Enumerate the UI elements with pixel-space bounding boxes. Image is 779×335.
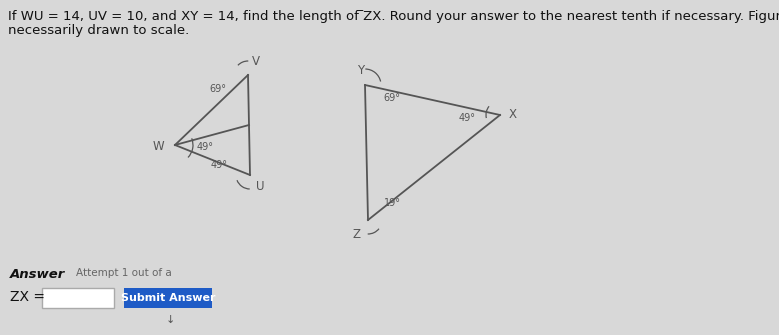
Text: Attempt 1 out of a: Attempt 1 out of a (76, 268, 171, 278)
Text: V: V (252, 55, 260, 68)
Text: Z: Z (353, 228, 361, 241)
FancyBboxPatch shape (124, 288, 212, 308)
Text: U: U (256, 180, 265, 193)
Text: Submit Answer: Submit Answer (121, 293, 215, 303)
FancyBboxPatch shape (42, 288, 114, 308)
Text: Answer: Answer (10, 268, 65, 281)
Text: Y: Y (358, 64, 365, 77)
Text: 19°: 19° (384, 198, 401, 208)
Text: ↓: ↓ (165, 315, 174, 325)
Text: 49°: 49° (211, 160, 228, 170)
Text: W: W (153, 139, 164, 152)
Text: 49°: 49° (197, 142, 214, 152)
Text: 69°: 69° (383, 93, 400, 103)
Text: 49°: 49° (459, 113, 476, 123)
Text: If WU = 14, UV = 10, and XY = 14, find the length of ̅ZX. Round your answer to t: If WU = 14, UV = 10, and XY = 14, find t… (8, 10, 779, 23)
Text: ZX =: ZX = (10, 290, 45, 304)
Text: 69°: 69° (209, 84, 226, 94)
Text: X: X (509, 109, 517, 122)
Text: necessarily drawn to scale.: necessarily drawn to scale. (8, 24, 189, 37)
